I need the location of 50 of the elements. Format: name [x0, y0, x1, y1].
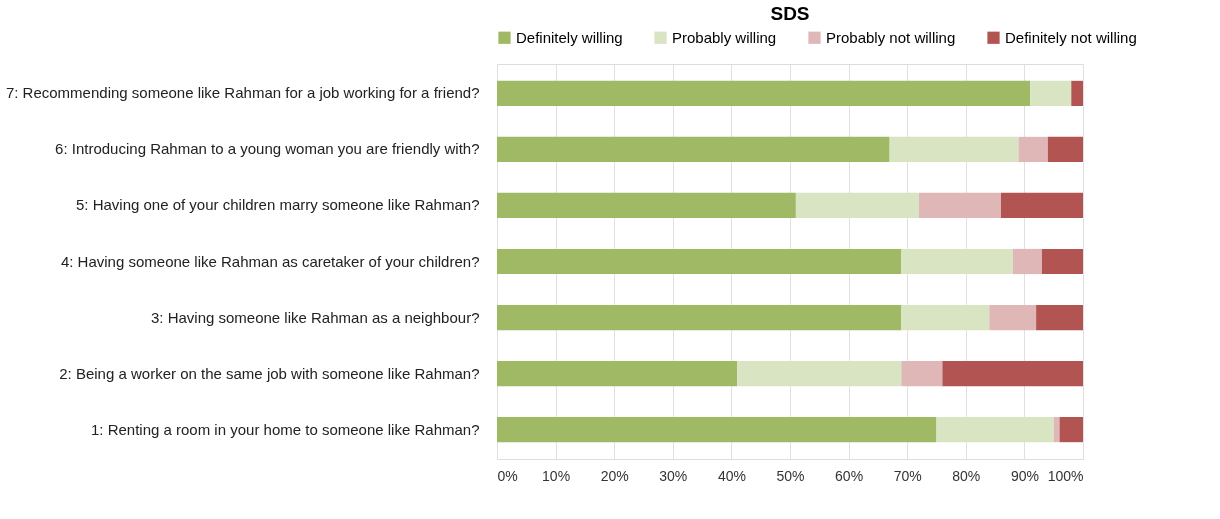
x-tick-label: 90% — [1010, 467, 1039, 484]
bar — [497, 304, 902, 331]
x-tick-label: 60% — [835, 467, 864, 484]
bar — [989, 304, 1037, 331]
x-tick-label: 10% — [542, 467, 571, 484]
bar — [942, 360, 1083, 387]
legend-label: Definitely willing — [516, 28, 623, 46]
y-tick-label: 5: Having one of your children marry someone like Rahman? — [75, 196, 480, 214]
x-tick-label: 70% — [893, 467, 922, 484]
bar — [1053, 416, 1060, 443]
bar — [497, 136, 890, 163]
bar — [1000, 192, 1083, 219]
bar — [936, 416, 1054, 443]
bar — [1036, 304, 1083, 331]
bar — [1030, 80, 1072, 107]
bar — [1059, 416, 1083, 443]
y-tick-label: 4: Having someone like Rahman as caretaker of your children? — [60, 252, 480, 270]
x-tick-label: 20% — [600, 467, 629, 484]
chart-title: SDS — [770, 3, 810, 24]
x-tick-label: 50% — [776, 467, 805, 484]
y-tick-label: 7: Recommending someone like Rahman for a job working for a friend? — [5, 84, 480, 102]
y-tick-label: 1: Renting a room in your home to someone like Rahman? — [90, 420, 480, 438]
bar — [1071, 80, 1083, 107]
x-tick-label: 0% — [497, 467, 518, 484]
y-tick-label: 2: Being a worker on the same job with someone like Rahman? — [59, 364, 480, 382]
legend-label: Definitely not willing — [1005, 28, 1137, 46]
bar — [497, 248, 902, 275]
bar — [901, 248, 1013, 275]
legend-label: Probably not willing — [826, 28, 956, 46]
bar — [497, 416, 937, 443]
bar — [795, 192, 919, 219]
bar — [1047, 136, 1083, 163]
bar — [1012, 248, 1042, 275]
bar — [1041, 248, 1083, 275]
y-tick-label: 3: Having someone like Rahman as a neighbour? — [150, 308, 480, 326]
bar — [901, 360, 943, 387]
bar — [497, 192, 796, 219]
bar — [497, 360, 738, 387]
x-tick-label: 30% — [659, 467, 688, 484]
bar — [1018, 136, 1048, 163]
legend-label: Probably willing — [672, 28, 777, 46]
x-tick-label: 40% — [717, 467, 746, 484]
x-tick-label: 80% — [952, 467, 981, 484]
x-tick-label: 100% — [1047, 467, 1084, 484]
bar — [901, 304, 990, 331]
bar — [918, 192, 1001, 219]
bar — [497, 80, 1031, 107]
bar — [737, 360, 902, 387]
y-tick-label: 6: Introducing Rahman to a young woman you are friendly with? — [55, 140, 480, 158]
bar — [889, 136, 1019, 163]
